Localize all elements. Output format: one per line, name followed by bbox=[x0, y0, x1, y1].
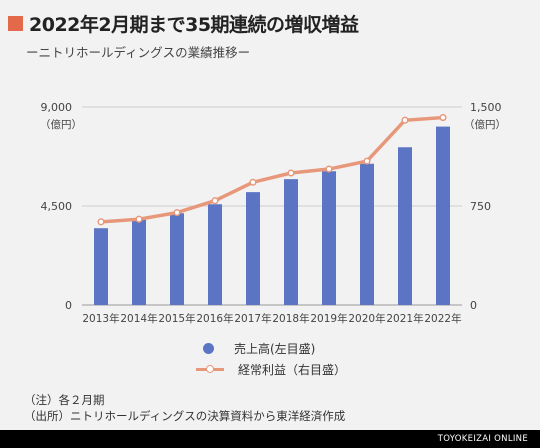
x-tick-label: 2022年 bbox=[424, 312, 461, 325]
y-left-unit: （億円） bbox=[40, 118, 82, 131]
y-right-tick-label: 1,500 bbox=[470, 101, 502, 114]
title-row: 2022年2月期まで35期連続の増収増益 bbox=[8, 8, 359, 38]
x-tick-label: 2018年 bbox=[272, 312, 309, 325]
bar bbox=[94, 228, 108, 305]
bar bbox=[322, 171, 336, 305]
legend-sales-label: 売上高(左目盛) bbox=[234, 342, 316, 356]
profit-point bbox=[401, 116, 409, 124]
bar bbox=[398, 147, 412, 305]
bar bbox=[284, 179, 298, 305]
profit-point bbox=[325, 165, 333, 173]
legend-profit-marker bbox=[196, 365, 224, 373]
y-left-tick-label: 9,000 bbox=[41, 101, 73, 114]
footer-brand: TOYOKEIZAI ONLINE bbox=[437, 434, 528, 444]
bar bbox=[132, 219, 146, 305]
legend-profit-label: 経常利益（右目盛） bbox=[238, 363, 347, 377]
legend-item-sales: 売上高(左目盛) bbox=[196, 340, 315, 357]
note-source: （出所）ニトリホールディングスの決算資料から東洋経済作成 bbox=[24, 409, 346, 423]
bar bbox=[208, 204, 222, 305]
chart-title: 2022年2月期まで35期連続の増収増益 bbox=[29, 13, 359, 36]
x-tick-label: 2017年 bbox=[234, 312, 271, 325]
profit-point bbox=[173, 209, 181, 217]
y-left-tick-label: 0 bbox=[65, 299, 72, 312]
x-tick-label: 2014年 bbox=[120, 312, 157, 325]
x-tick-label: 2021年 bbox=[386, 312, 423, 325]
profit-point bbox=[439, 114, 447, 122]
profit-point bbox=[363, 157, 371, 165]
profit-point bbox=[211, 197, 219, 205]
line-series bbox=[97, 114, 447, 226]
profit-point bbox=[249, 178, 257, 186]
legend-item-profit: 経常利益（右目盛） bbox=[196, 361, 346, 378]
title-marker bbox=[8, 15, 23, 31]
bar bbox=[246, 192, 260, 305]
profit-point bbox=[287, 169, 295, 177]
y-right-tick-label: 0 bbox=[470, 299, 477, 312]
x-tick-label: 2013年 bbox=[82, 312, 119, 325]
bar-series bbox=[94, 126, 450, 305]
profit-line bbox=[100, 115, 444, 224]
y-right-unit: （億円） bbox=[464, 118, 506, 131]
x-tick-label: 2015年 bbox=[158, 312, 195, 325]
x-tick-label: 2020年 bbox=[348, 312, 385, 325]
note-fiscal: （注）各２月期 bbox=[24, 393, 105, 407]
bar bbox=[436, 126, 450, 305]
bar bbox=[170, 213, 184, 305]
profit-point bbox=[97, 218, 105, 226]
y-left-tick-label: 4,500 bbox=[41, 200, 73, 213]
x-tick-label: 2019年 bbox=[310, 312, 347, 325]
x-tick-label: 2016年 bbox=[196, 312, 233, 325]
chart-subtitle: ーニトリホールディングスの業績推移ー bbox=[26, 45, 251, 60]
legend-sales-marker bbox=[203, 343, 214, 354]
profit-point bbox=[135, 215, 143, 223]
y-right-tick-label: 750 bbox=[470, 200, 491, 213]
bar bbox=[360, 163, 374, 305]
footer-bar: TOYOKEIZAI ONLINE bbox=[0, 430, 540, 448]
